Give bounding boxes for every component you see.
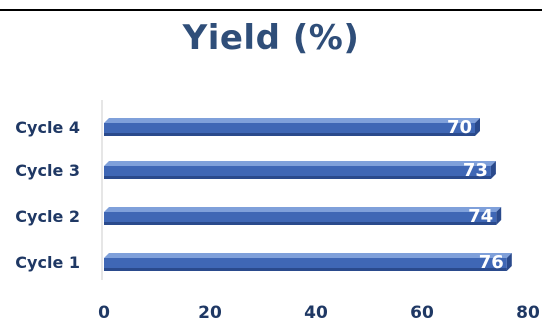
bar-top-face — [104, 161, 496, 166]
bar-bottom-edge — [104, 222, 497, 225]
data-label-cycle-4: 70 — [447, 117, 472, 138]
bar-cycle-2 — [104, 207, 502, 225]
bar-side-face — [475, 118, 480, 136]
bar-side-face — [506, 253, 512, 271]
bar-top-face — [104, 253, 512, 258]
bar-bottom-edge — [104, 133, 475, 136]
data-label-cycle-2: 74 — [468, 206, 493, 227]
category-label-cycle-4: Cycle 4 — [15, 118, 80, 137]
category-label-cycle-2: Cycle 2 — [15, 207, 80, 226]
category-label-cycle-1: Cycle 1 — [15, 253, 80, 272]
bar-front-face — [104, 258, 507, 271]
data-label-cycle-3: 73 — [463, 160, 488, 181]
bar-side-face — [496, 207, 502, 225]
x-tick-label-0: 0 — [98, 303, 110, 322]
bar-top-face — [104, 118, 480, 123]
category-label-cycle-3: Cycle 3 — [15, 161, 80, 180]
bar-top-face — [104, 207, 502, 212]
bar-front-face — [104, 212, 497, 225]
bar-bottom-edge — [104, 176, 491, 179]
x-tick-label-20: 20 — [198, 303, 222, 322]
bar-side-face — [490, 161, 496, 179]
top-rule — [0, 9, 542, 11]
x-tick-label-40: 40 — [304, 303, 328, 322]
x-tick-label-60: 60 — [410, 303, 434, 322]
bar-front-face — [104, 123, 475, 136]
bar-cycle-1 — [104, 253, 512, 271]
bar-cycle-4 — [104, 118, 480, 136]
bar-front-face — [104, 166, 491, 179]
bar-cycle-3 — [104, 161, 496, 179]
x-tick-label-80: 80 — [516, 303, 540, 322]
chart-title: Yield (%) — [182, 18, 360, 58]
data-label-cycle-1: 76 — [479, 252, 504, 273]
bar-bottom-edge — [104, 268, 507, 271]
